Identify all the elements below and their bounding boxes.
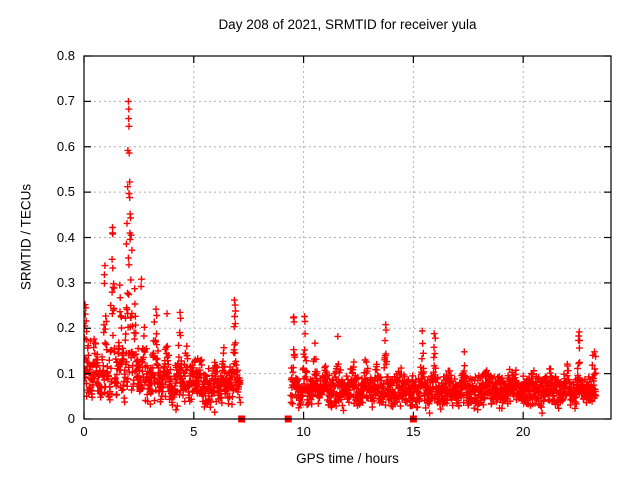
x-tick-label: 10 bbox=[296, 424, 311, 439]
y-tick-label: 0.2 bbox=[56, 320, 75, 336]
x-tick-label: 20 bbox=[515, 424, 531, 439]
x-axis-label: GPS time / hours bbox=[296, 451, 399, 466]
grid-lines bbox=[84, 56, 611, 419]
data-points bbox=[84, 98, 600, 417]
y-tick-label: 0.4 bbox=[56, 229, 75, 245]
y-tick-label: 0.7 bbox=[56, 93, 75, 109]
x-tick-label: 0 bbox=[80, 424, 88, 439]
y-tick-label: 0.5 bbox=[56, 184, 75, 200]
y-tick-label: 0.8 bbox=[56, 48, 75, 63]
chart-title: Day 208 of 2021, SRMTID for receiver yul… bbox=[218, 17, 477, 32]
y-tick-label: 0.1 bbox=[56, 365, 75, 381]
y-tick-label: 0.3 bbox=[56, 274, 75, 290]
x-tick-label: 5 bbox=[190, 424, 198, 439]
plot-border bbox=[83, 55, 612, 420]
y-tick-label: 0.6 bbox=[56, 138, 75, 154]
x-tick-label: 15 bbox=[406, 424, 421, 439]
tick-marks bbox=[83, 55, 611, 420]
y-tick-label: 0 bbox=[67, 411, 75, 426]
